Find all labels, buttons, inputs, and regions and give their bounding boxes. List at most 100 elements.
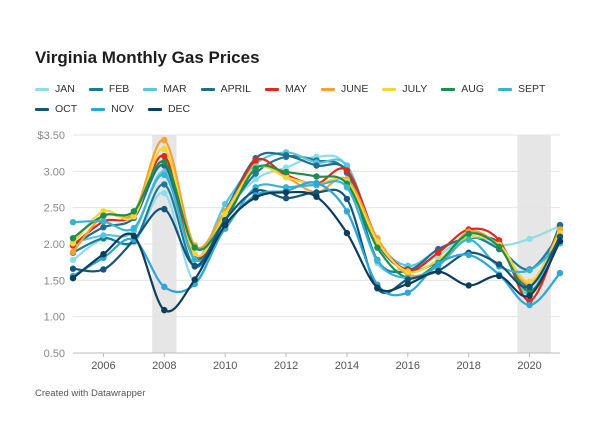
legend-label: DEC (167, 103, 191, 115)
data-point-april (313, 162, 320, 169)
legend-swatch (382, 87, 397, 91)
y-tick-label: 0.50 (44, 348, 65, 360)
data-point-dec (465, 282, 472, 289)
data-point-aug (191, 244, 198, 251)
data-point-july (161, 145, 168, 153)
data-point-dec (282, 189, 290, 196)
data-point-sept (69, 219, 77, 226)
data-point-sept (191, 256, 198, 263)
legend-item-july: JULY (382, 82, 427, 96)
series-line-july (71, 147, 562, 283)
data-point-aug (374, 244, 381, 251)
data-point-sept (130, 224, 138, 232)
data-point-nov (313, 179, 320, 187)
legend-item-april: APRIL (200, 82, 251, 96)
data-point-nov (404, 289, 412, 296)
legend-swatch (35, 87, 49, 91)
data-point-dec (313, 193, 320, 200)
legend-item-nov: NOV (91, 102, 134, 116)
data-point-jan (252, 176, 259, 183)
data-point-june (161, 136, 168, 144)
data-point-jan (161, 189, 168, 197)
legend-swatch (147, 107, 162, 111)
legend-item-may: MAY (264, 82, 307, 96)
data-point-aug (495, 243, 503, 251)
data-point-mar (221, 200, 229, 208)
data-point-dec (130, 232, 138, 240)
data-point-sept (374, 257, 381, 264)
x-tick-label: 2006 (91, 360, 115, 372)
data-point-sept (343, 184, 351, 191)
x-tick-label: 2020 (517, 360, 541, 372)
data-point-mar (100, 232, 107, 239)
legend-swatch (200, 87, 215, 91)
data-point-nov (556, 269, 564, 277)
chart-credit: Created with Datawrapper (35, 388, 146, 399)
data-point-aug (130, 208, 138, 215)
data-point-oct (526, 283, 533, 291)
legend-item-aug: AUG (441, 82, 484, 96)
legend-swatch (88, 87, 103, 91)
legend-label: NOV (111, 103, 134, 115)
data-point-aug (69, 234, 77, 242)
legend-item-dec: DEC (147, 102, 191, 116)
data-point-oct (161, 205, 168, 213)
data-point-dec (404, 280, 412, 288)
data-point-oct (282, 195, 290, 202)
data-point-nov (161, 283, 168, 291)
data-point-sept (465, 236, 472, 243)
data-point-june (69, 248, 77, 256)
data-point-aug (465, 230, 472, 238)
data-point-july (282, 173, 290, 181)
data-point-aug (282, 168, 290, 176)
data-point-dec (556, 237, 564, 245)
legend-item-mar: MAR (143, 82, 187, 96)
legend-swatch (498, 87, 513, 91)
y-tick-label: 2.00 (44, 239, 65, 251)
legend-item-feb: FEB (88, 82, 130, 96)
x-tick-label: 2018 (456, 360, 480, 372)
data-point-july (404, 268, 412, 275)
data-point-dec (252, 194, 259, 201)
data-point-feb (161, 181, 168, 188)
data-point-mar (343, 162, 351, 169)
data-point-dec (495, 272, 503, 280)
legend-swatch (35, 107, 49, 111)
legend-label: APRIL (220, 83, 251, 95)
data-point-dec (374, 284, 381, 291)
legend-swatch (143, 87, 158, 91)
data-point-aug (100, 212, 107, 219)
legend-item-jan: JAN (35, 82, 75, 96)
x-tick-label: 2014 (335, 360, 359, 372)
x-tick-label: 2008 (152, 360, 176, 372)
legend-label: AUG (461, 83, 485, 95)
data-point-may (435, 249, 442, 256)
data-point-oct (343, 195, 351, 203)
data-point-jan (69, 256, 77, 264)
data-point-dec (526, 292, 533, 299)
data-point-nov (343, 208, 351, 215)
data-point-feb (252, 170, 259, 177)
data-point-sept (100, 218, 107, 225)
x-tick-label: 2010 (213, 360, 237, 372)
chart-legend: JAN FEB MAR APRIL MAY JUNE JULY AUG SEPT OCT NOV DE… (35, 82, 575, 116)
legend-swatch (91, 107, 106, 111)
legend-swatch (264, 87, 279, 91)
data-point-dec (100, 250, 107, 258)
legend-label: FEB (108, 83, 130, 95)
data-point-nov (435, 260, 442, 267)
data-point-sept (526, 266, 533, 274)
data-point-aug (161, 158, 168, 166)
legend-label: OCT (55, 103, 78, 115)
chart-title: Virginia Monthly Gas Prices (35, 48, 260, 67)
data-point-july (130, 213, 138, 220)
data-point-july (526, 278, 533, 285)
data-point-nov (526, 301, 533, 309)
data-point-may (161, 152, 168, 160)
x-tick-label: 2016 (396, 360, 420, 372)
data-point-dec (221, 221, 229, 229)
data-point-oct (100, 266, 107, 273)
legend-label: JAN (55, 83, 75, 95)
